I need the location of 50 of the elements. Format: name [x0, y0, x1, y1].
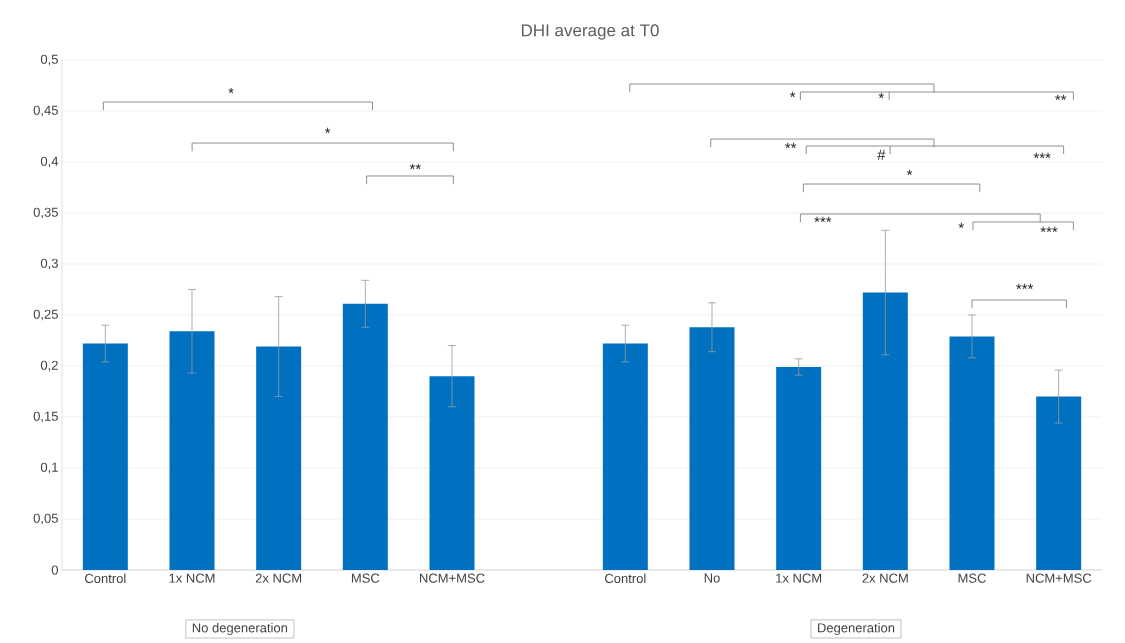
- x-tick-label: Control: [605, 573, 646, 584]
- x-tick-label: 2x NCM: [255, 573, 302, 583]
- chart-title: DHI average at T0: [521, 24, 659, 40]
- y-tick-label: 0,3: [40, 258, 58, 270]
- annotation: *: [324, 127, 331, 134]
- annotation: *: [906, 169, 913, 176]
- y-tick-label: 0: [51, 565, 58, 575]
- text: No degeneration: [192, 622, 288, 636]
- bar: [689, 327, 735, 570]
- annotation: **: [409, 163, 421, 170]
- annotation: *: [958, 222, 964, 229]
- annotation: ***: [814, 216, 832, 223]
- annotation: #: [877, 149, 886, 161]
- bar: [862, 292, 908, 570]
- y-tick-label: 0,2: [40, 360, 58, 372]
- annotation: **: [1055, 94, 1067, 101]
- annotation: *: [789, 91, 796, 98]
- text: Degeneration: [818, 622, 895, 636]
- y-tick-label: 0,4: [40, 156, 59, 168]
- bar: [82, 343, 128, 570]
- annotation: *: [878, 92, 885, 99]
- y-tick-label: 0,15: [33, 411, 58, 423]
- x-tick-label: 2x NCM: [862, 573, 908, 583]
- y-tick-label: 0,45: [33, 105, 58, 117]
- bar: [169, 331, 215, 570]
- x-tick-label: NCM+MSC: [420, 573, 485, 583]
- annotation: ***: [1016, 283, 1034, 290]
- y-tick-label: 0,35: [33, 207, 58, 219]
- y-tick-label: 0,25: [33, 309, 58, 321]
- annotation: ***: [1040, 226, 1058, 233]
- y-tick-label: 0,1: [40, 462, 58, 474]
- y-tick-label: 0,5: [40, 54, 58, 66]
- bar: [256, 346, 302, 570]
- annotation: *: [228, 87, 234, 94]
- annotation: **: [785, 142, 797, 149]
- x-tick-label: MSC: [958, 573, 986, 583]
- x-tick-label: 1x NCM: [169, 573, 215, 583]
- bar: [342, 303, 388, 570]
- bar: [1036, 396, 1082, 570]
- x-tick-label: No: [704, 573, 720, 583]
- bar: [776, 367, 822, 570]
- bar: [602, 343, 648, 570]
- bar: [949, 336, 995, 570]
- y-tick-label: 0,05: [33, 513, 58, 525]
- bar: [429, 376, 475, 570]
- x-tick-label: NCM+MSC: [1026, 573, 1092, 583]
- annotation: ***: [1033, 152, 1051, 159]
- x-tick-label: Control: [85, 573, 126, 584]
- x-tick-label: MSC: [351, 573, 380, 583]
- x-tick-label: 1x NCM: [776, 573, 822, 583]
